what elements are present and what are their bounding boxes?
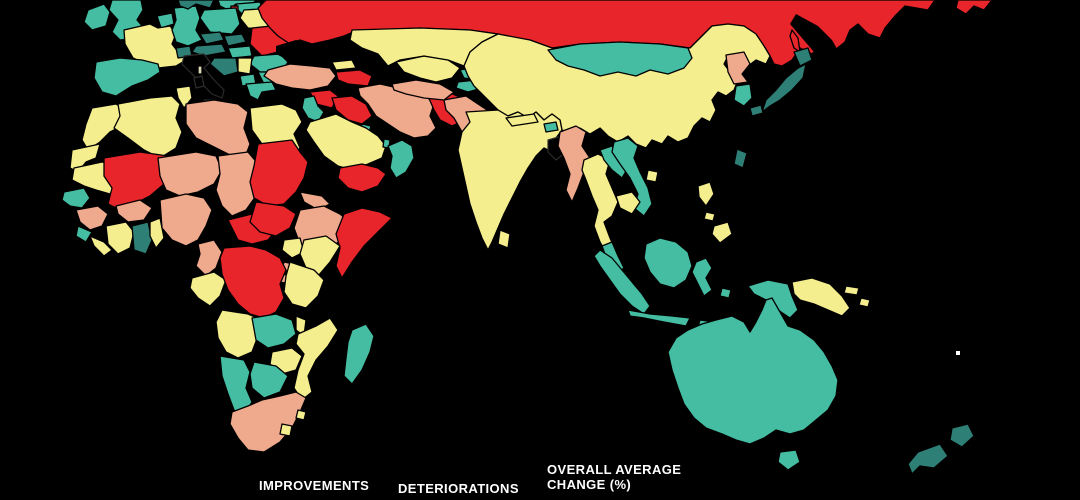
- region-germany: [171, 5, 203, 47]
- region-cameroon: [195, 239, 223, 277]
- region-cambodia: [615, 191, 641, 215]
- region-tasmania: [777, 449, 801, 471]
- region-japan: [749, 104, 764, 117]
- region-algeria: [113, 95, 183, 159]
- region-dr-congo: [219, 245, 287, 319]
- region-madagascar: [343, 323, 375, 385]
- region-philippines: [697, 181, 715, 207]
- region-niger: [157, 151, 223, 197]
- region-corsica: [197, 65, 203, 75]
- region-papua-new-guinea: [791, 277, 851, 317]
- region-indonesia: [643, 237, 693, 289]
- region-burkina-faso: [115, 199, 153, 223]
- region-uganda: [281, 237, 305, 259]
- region-togo-benin: [149, 217, 165, 249]
- region-vietnam: [611, 137, 653, 217]
- region-papua-new-guinea: [843, 285, 860, 296]
- region-philippines: [711, 221, 733, 244]
- region-slovakia: [223, 33, 247, 47]
- sea-okhotsk: [790, 14, 840, 62]
- region-philippines: [703, 211, 716, 222]
- region-liberia: [89, 235, 113, 257]
- region-ireland: [83, 3, 111, 31]
- black-sea: [276, 40, 330, 64]
- region-sakhalin: [789, 29, 801, 53]
- region-swaziland: [295, 409, 307, 421]
- region-lesotho: [279, 423, 293, 437]
- region-indonesia: [691, 257, 713, 297]
- region-tunisia: [175, 85, 193, 109]
- region-sardinia: [193, 75, 205, 89]
- region-chukotka: [955, 0, 993, 15]
- region-taiwan: [733, 148, 748, 169]
- region-gabon-congo: [189, 271, 227, 307]
- region-south-africa: [229, 391, 307, 453]
- region-uae-oman: [387, 139, 415, 179]
- region-sudan: [249, 139, 309, 207]
- region-kazakhstan: [349, 27, 499, 67]
- region-kenya: [299, 235, 341, 277]
- legend-deteriorations-label: DETERIORATIONS: [398, 481, 519, 496]
- region-bhutan: [543, 121, 559, 133]
- region-south-korea: [733, 83, 753, 107]
- region-australia: [667, 297, 839, 445]
- region-senegal: [61, 187, 91, 209]
- region-mongolia: [547, 41, 693, 77]
- region-italy: [181, 53, 225, 99]
- region-hainan: [645, 169, 659, 183]
- region-indonesia: [719, 287, 732, 299]
- region-japan: [761, 63, 807, 113]
- region-iraq: [331, 95, 373, 125]
- region-myanmar: [557, 125, 591, 203]
- region-mozambique: [293, 317, 339, 401]
- region-india: [457, 109, 563, 251]
- region-new-zealand: [949, 423, 975, 448]
- region-norway-sweden: [177, 0, 215, 10]
- region-mali: [103, 151, 173, 211]
- region-western-sahara: [69, 143, 101, 173]
- region-north-korea: [725, 51, 751, 85]
- region-indonesia: [627, 309, 691, 327]
- region-tanzania: [283, 261, 325, 309]
- region-japan: [793, 47, 813, 67]
- region-sri-lanka: [497, 229, 511, 249]
- region-levant: [301, 95, 325, 123]
- region-botswana: [249, 361, 289, 399]
- region-yemen: [337, 163, 387, 193]
- region-saudi-arabia: [305, 113, 387, 171]
- region-hungary: [227, 45, 253, 59]
- region-poland: [199, 7, 241, 35]
- region-serbia: [237, 57, 253, 75]
- region-czech: [199, 31, 225, 45]
- region-fiji-dot: [956, 351, 960, 355]
- legend-improvements-label: IMPROVEMENTS: [259, 478, 370, 493]
- region-turkey: [263, 63, 337, 91]
- region-south-sudan: [249, 201, 297, 237]
- region-sierra-leone: [75, 225, 93, 243]
- region-papua-new-guinea: [858, 297, 871, 308]
- region-nepal: [505, 113, 539, 127]
- region-ivory-coast: [105, 221, 135, 255]
- region-nigeria: [159, 193, 213, 247]
- region-austria: [191, 43, 227, 57]
- legend-overall-average-label: OVERALL AVERAGE CHANGE (%): [547, 462, 682, 492]
- region-ghana: [131, 221, 153, 255]
- region-croatia-bosnia: [209, 57, 239, 77]
- region-iberia: [93, 57, 161, 97]
- region-zambia: [251, 313, 297, 349]
- region-georgia: [331, 59, 357, 71]
- region-guinea: [75, 205, 109, 231]
- region-new-zealand: [907, 443, 949, 475]
